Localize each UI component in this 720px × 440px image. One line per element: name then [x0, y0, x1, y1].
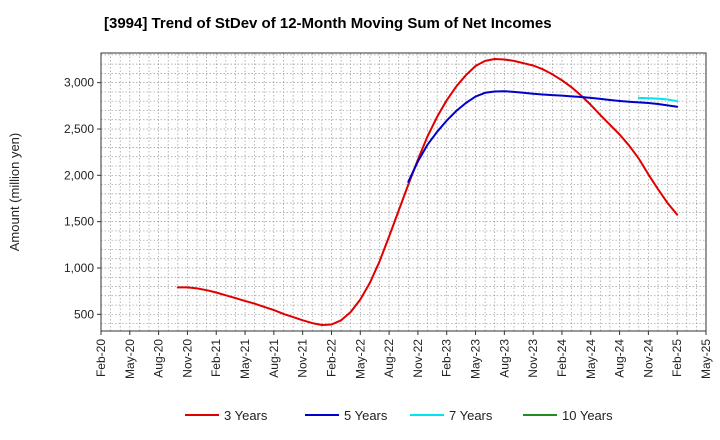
y-tick-label: 1,500 — [64, 215, 94, 229]
legend-label: 5 Years — [344, 408, 388, 423]
x-tick-label: Aug-22 — [382, 339, 396, 378]
x-tick-label: Feb-22 — [324, 339, 338, 377]
x-tick-label: Feb-23 — [440, 339, 454, 377]
y-tick-label: 500 — [74, 307, 94, 321]
x-tick-label: May-23 — [469, 339, 483, 379]
y-axis-title: Amount (million yen) — [7, 133, 22, 252]
series-line-3-years — [176, 58, 679, 326]
x-tick-label: Nov-21 — [296, 339, 310, 378]
series-lines — [176, 58, 679, 326]
x-tick-label: Feb-21 — [209, 339, 223, 377]
legend-label: 10 Years — [562, 408, 613, 423]
x-tick-label: Nov-23 — [526, 339, 540, 378]
y-tick-label: 2,500 — [64, 122, 94, 136]
axes: 500 1,000 1,500 2,000 2,500 3,000 Feb-20 May-20… — [7, 52, 713, 379]
y-tick-label: 1,000 — [64, 261, 94, 275]
x-tick-label: Feb-24 — [555, 339, 569, 377]
plot-border — [100, 52, 707, 332]
y-tick-label: 3,000 — [64, 76, 94, 90]
x-tick-label: Nov-24 — [641, 339, 655, 378]
x-tick-label: Aug-23 — [497, 339, 511, 378]
legend-label: 3 Years — [224, 408, 268, 423]
x-tick-label: May-24 — [584, 339, 598, 379]
chart-title: [3994] Trend of StDev of 12-Month Moving… — [104, 15, 552, 32]
x-tick-label: May-20 — [123, 339, 137, 379]
series-line-7-years — [637, 96, 679, 103]
x-tick-label: Nov-22 — [411, 339, 425, 378]
x-tick-label: Aug-24 — [613, 339, 627, 378]
legend-label: 7 Years — [449, 408, 493, 423]
plot-background — [101, 53, 706, 331]
x-tick-label: Nov-20 — [180, 339, 194, 378]
x-tick-label: Aug-21 — [267, 339, 281, 378]
series-line-5-years — [407, 90, 679, 183]
x-tick-label: Aug-20 — [152, 339, 166, 378]
x-tick-label: May-25 — [699, 339, 713, 379]
x-tick-label: Feb-20 — [94, 339, 108, 377]
legend: 3 Years 5 Years 7 Years 10 Years — [185, 408, 613, 423]
grid-lines — [100, 53, 707, 331]
x-tick-label: Feb-25 — [670, 339, 684, 377]
x-tick-label: May-22 — [353, 339, 367, 379]
x-tick-label: May-21 — [238, 339, 252, 379]
y-tick-label: 2,000 — [64, 168, 94, 182]
